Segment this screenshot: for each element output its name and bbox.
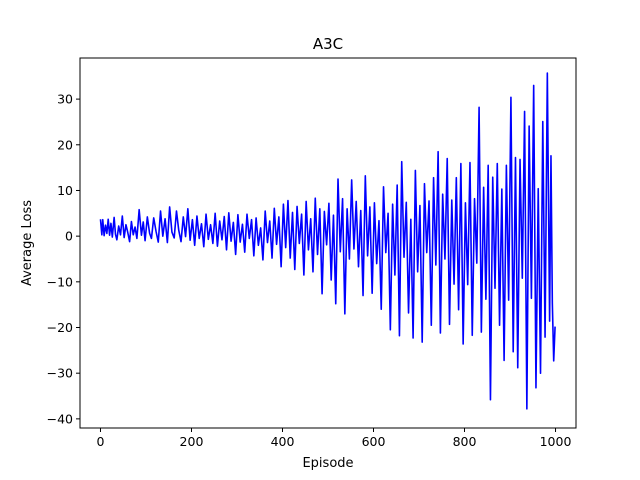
y-tick-label: −10 bbox=[47, 274, 73, 289]
y-axis-label: Average Loss bbox=[20, 200, 35, 286]
y-tick-label: 10 bbox=[57, 183, 73, 198]
x-tick-label: 1000 bbox=[540, 434, 572, 449]
x-tick-label: 0 bbox=[97, 434, 105, 449]
y-tick-label: 20 bbox=[57, 137, 73, 152]
x-tick-label: 200 bbox=[180, 434, 204, 449]
series-layer bbox=[99, 72, 556, 410]
y-tick-label: −20 bbox=[47, 320, 73, 335]
x-tick-label: 400 bbox=[271, 434, 295, 449]
y-axis: −40 −30 −20 −10 0 10 20 30 bbox=[47, 92, 80, 426]
x-axis: 0 200 400 600 800 1000 bbox=[97, 428, 572, 449]
x-axis-label: Episode bbox=[302, 456, 353, 471]
plot-frame bbox=[79, 57, 577, 429]
y-tick-label: −40 bbox=[47, 411, 73, 426]
y-tick-label: 0 bbox=[65, 229, 73, 244]
x-tick-label: 600 bbox=[362, 434, 386, 449]
y-tick-label: 30 bbox=[57, 92, 73, 107]
y-tick-label: −30 bbox=[47, 366, 73, 381]
loss-series-line bbox=[99, 72, 556, 410]
x-tick-label: 800 bbox=[453, 434, 477, 449]
chart-title: A3C bbox=[313, 35, 343, 53]
